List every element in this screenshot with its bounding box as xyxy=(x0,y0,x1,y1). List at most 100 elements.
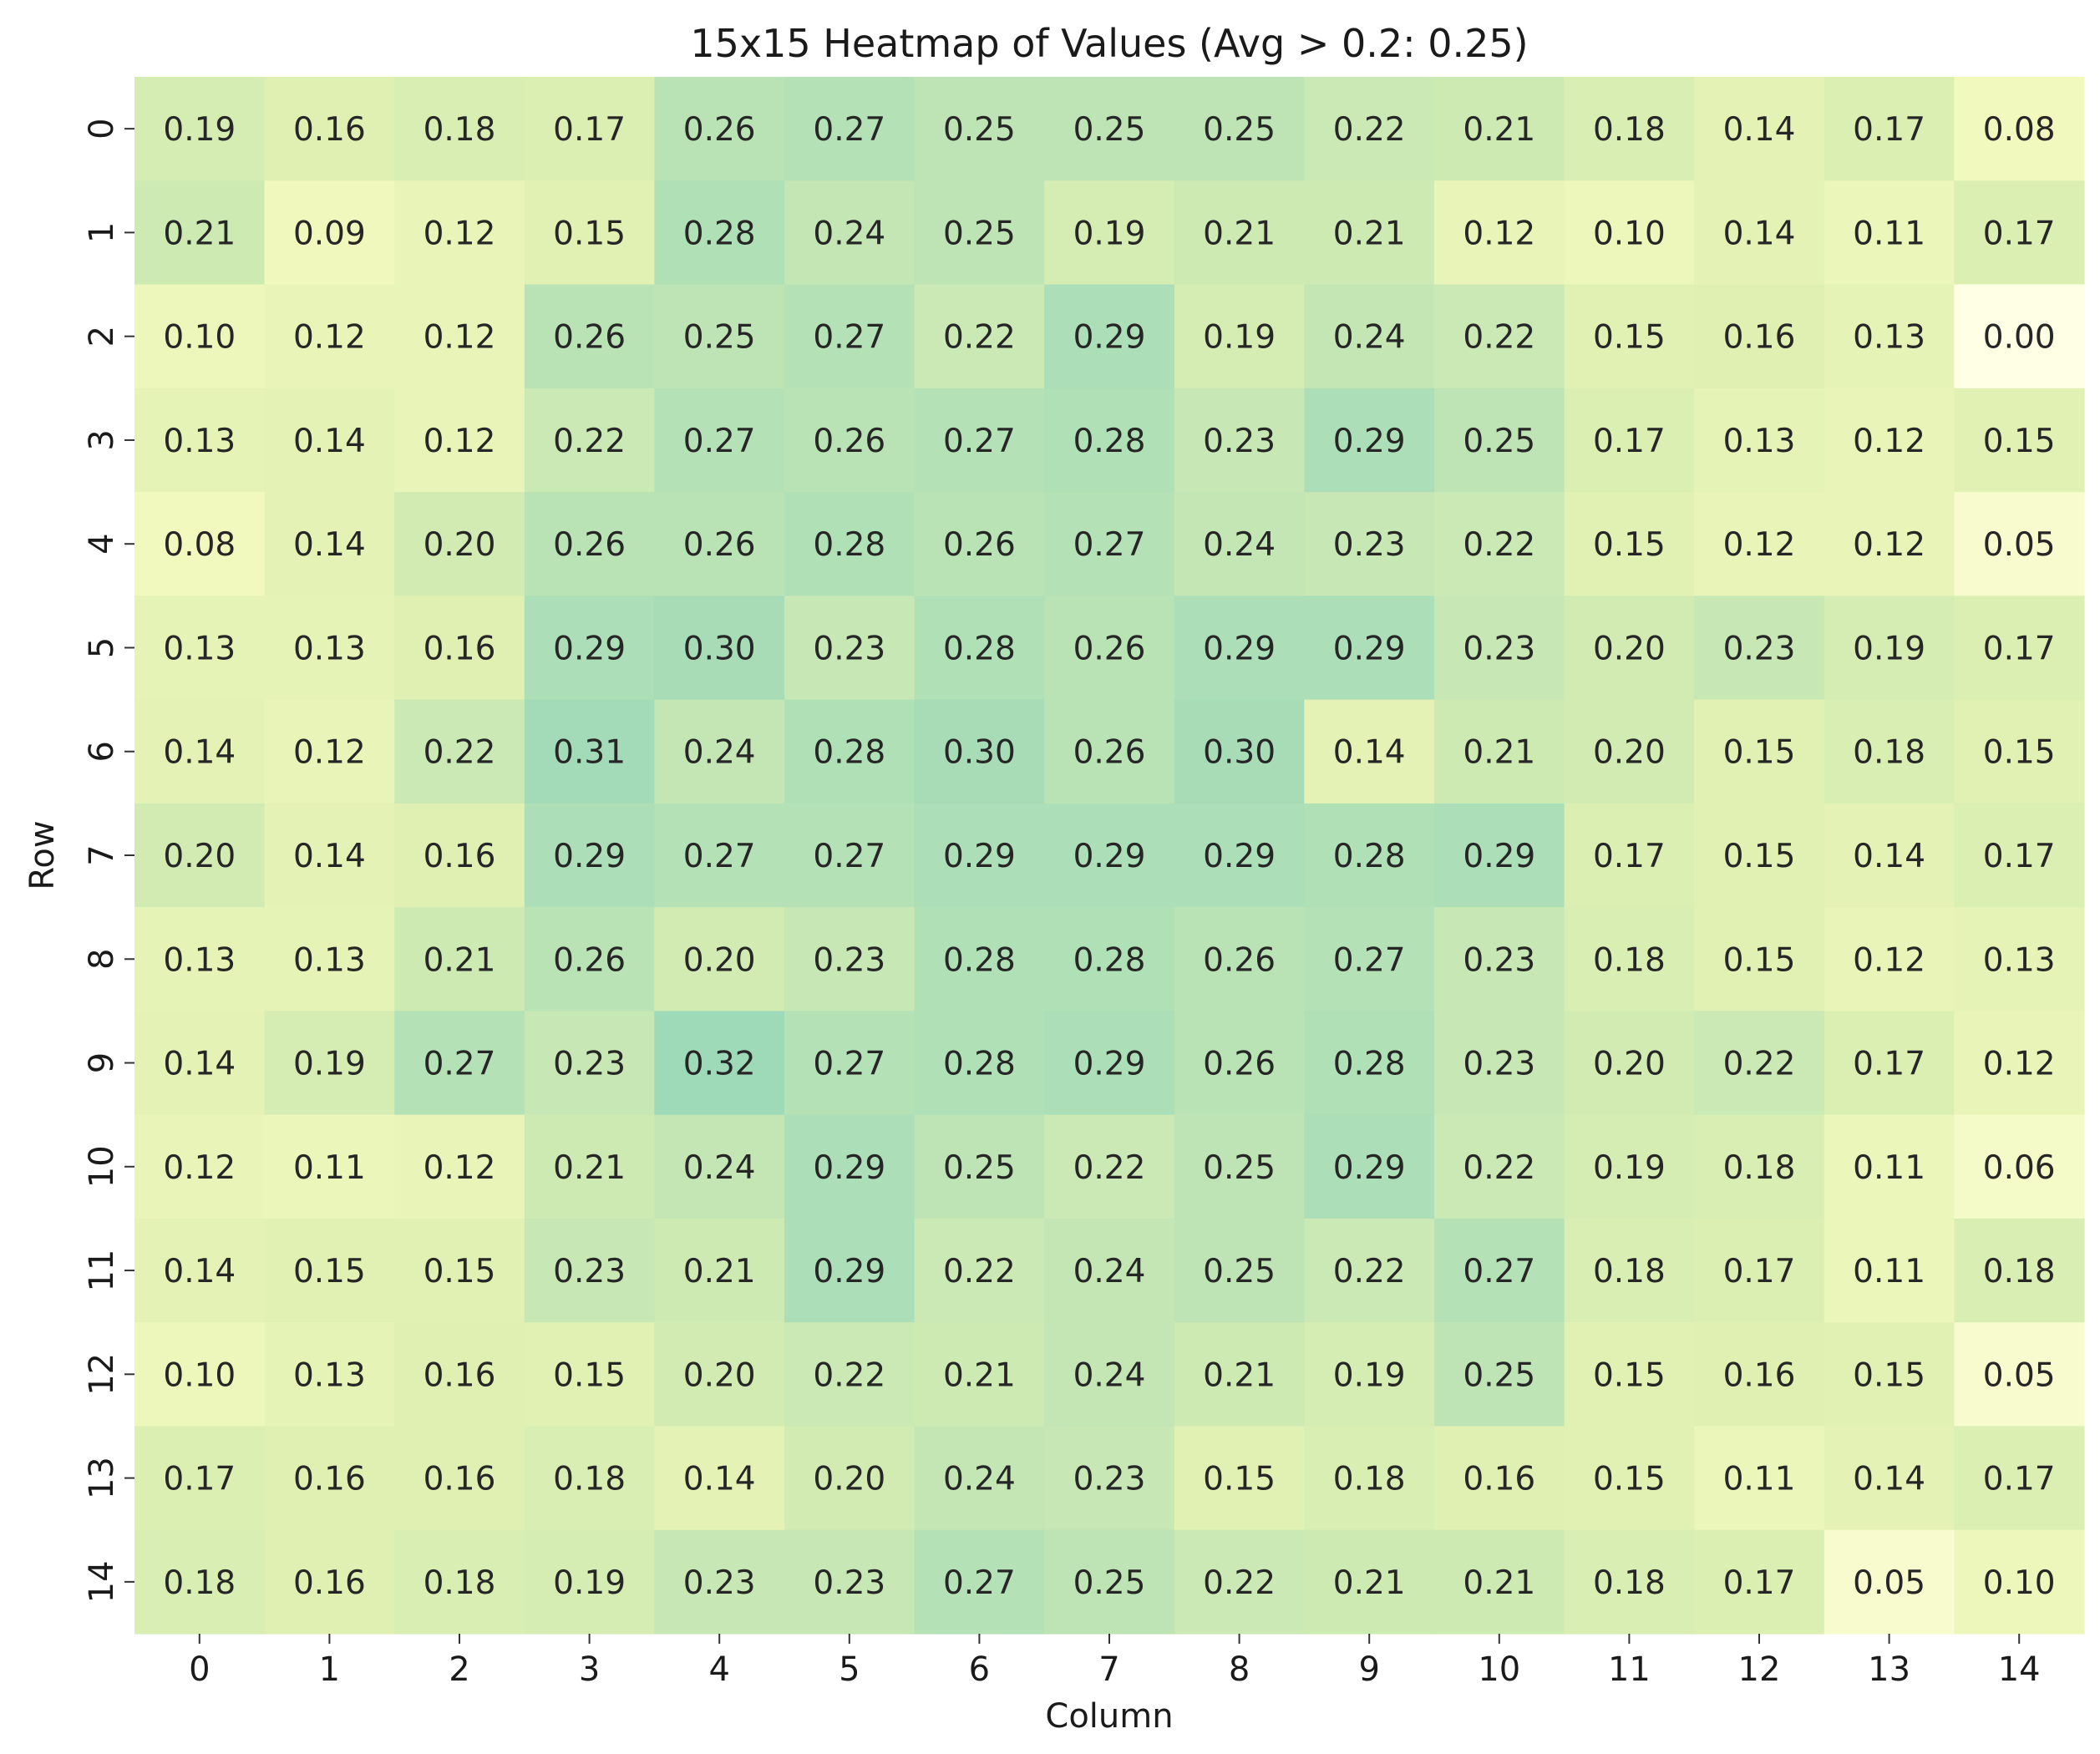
heatmap-cell-r3-c10: 0.25 xyxy=(1434,388,1565,493)
heatmap-cell-rect xyxy=(1174,1322,1305,1427)
heatmap-cell-rect xyxy=(264,1529,395,1635)
heatmap-cell-r9-c7: 0.29 xyxy=(1044,1011,1175,1116)
heatmap-cell-rect xyxy=(654,1114,785,1219)
heatmap-cell-value: 0.23 xyxy=(1203,423,1276,460)
heatmap-cell-r13-c11: 0.15 xyxy=(1564,1426,1695,1531)
heatmap-cell-value: 0.32 xyxy=(683,1046,756,1083)
x-tick-label: 9 xyxy=(1358,1650,1379,1689)
heatmap-cell-value: 0.12 xyxy=(424,423,496,460)
heatmap-cell-value: 0.16 xyxy=(424,1356,496,1394)
heatmap-cell-rect xyxy=(1564,1322,1695,1427)
heatmap-cell-value: 0.15 xyxy=(1983,734,2056,772)
heatmap-cell-value: 0.17 xyxy=(1983,1461,2056,1498)
heatmap-cell-value: 0.16 xyxy=(1723,1356,1796,1394)
heatmap-cell-rect xyxy=(524,492,655,596)
heatmap-cell-r2-c10: 0.22 xyxy=(1434,284,1565,389)
heatmap-cell-rect xyxy=(134,388,266,493)
heatmap-cell-value: 0.09 xyxy=(293,215,366,252)
heatmap-cell-value: 0.27 xyxy=(683,838,756,875)
heatmap-cell-value: 0.22 xyxy=(1073,1149,1146,1187)
heatmap-cell-rect xyxy=(1304,1114,1435,1219)
heatmap-cell-value: 0.28 xyxy=(943,941,1016,979)
heatmap-cell-value: 0.17 xyxy=(1853,1046,1925,1083)
heatmap-cell-rect xyxy=(1954,1322,2085,1427)
heatmap-cell-rect xyxy=(784,1114,916,1219)
heatmap-cell-value: 0.21 xyxy=(163,215,236,252)
heatmap-cell-r11-c8: 0.25 xyxy=(1174,1218,1305,1323)
heatmap-cell-value: 0.15 xyxy=(424,1253,496,1290)
heatmap-cell-rect xyxy=(654,284,785,389)
heatmap-cell-value: 0.19 xyxy=(293,1046,366,1083)
heatmap-cell-rect xyxy=(654,1322,785,1427)
heatmap-cell-rect xyxy=(654,180,785,286)
heatmap-cell-value: 0.16 xyxy=(424,838,496,875)
heatmap-cell-rect xyxy=(1434,388,1565,493)
heatmap-cell-value: 0.17 xyxy=(1723,1564,1796,1602)
heatmap-cell-rect xyxy=(1304,1322,1435,1427)
heatmap-cell-rect xyxy=(1434,907,1565,1011)
heatmap-cell-r4-c0: 0.08 xyxy=(134,492,266,596)
heatmap-cell-r13-c4: 0.14 xyxy=(654,1426,785,1531)
heatmap-cell-r9-c10: 0.23 xyxy=(1434,1011,1565,1116)
heatmap-cell-value: 0.28 xyxy=(943,630,1016,667)
heatmap-cell-rect xyxy=(1304,1426,1435,1531)
heatmap-cell-rect xyxy=(264,803,395,908)
heatmap-cell-r6-c7: 0.26 xyxy=(1044,699,1175,804)
heatmap-cell-rect xyxy=(914,1426,1045,1531)
heatmap-cell-r2-c3: 0.26 xyxy=(524,284,655,389)
heatmap-cell-r13-c6: 0.24 xyxy=(914,1426,1045,1531)
heatmap-cell-value: 0.12 xyxy=(1983,1046,2056,1083)
heatmap-cell-r8-c5: 0.23 xyxy=(784,907,916,1011)
heatmap-cell-r14-c13: 0.05 xyxy=(1824,1529,1955,1635)
heatmap-cell-value: 0.16 xyxy=(1723,319,1796,357)
heatmap-cell-r14-c4: 0.23 xyxy=(654,1529,785,1635)
heatmap-cell-r10-c10: 0.22 xyxy=(1434,1114,1565,1219)
heatmap-cell-value: 0.17 xyxy=(553,111,626,149)
heatmap-cell-r2-c7: 0.29 xyxy=(1044,284,1175,389)
heatmap-cell-r11-c4: 0.21 xyxy=(654,1218,785,1323)
heatmap-cell-value: 0.25 xyxy=(1203,1253,1276,1290)
heatmap-cell-rect xyxy=(784,907,916,1011)
heatmap-cell-r9-c4: 0.32 xyxy=(654,1011,785,1116)
heatmap-cell-value: 0.21 xyxy=(1463,111,1535,149)
heatmap-cell-value: 0.15 xyxy=(1723,734,1796,772)
heatmap-cell-r3-c9: 0.29 xyxy=(1304,388,1435,493)
heatmap-cell-value: 0.30 xyxy=(943,734,1016,772)
heatmap-cell-r1-c7: 0.19 xyxy=(1044,180,1175,286)
heatmap-cell-rect xyxy=(264,1011,395,1116)
heatmap-cell-value: 0.25 xyxy=(1203,1149,1276,1187)
heatmap-cell-value: 0.12 xyxy=(1853,526,1925,564)
heatmap-cell-rect xyxy=(1044,596,1175,701)
heatmap-cell-value: 0.27 xyxy=(813,1046,885,1083)
heatmap-cell-rect xyxy=(784,1322,916,1427)
heatmap-cell-rect xyxy=(1434,1322,1565,1427)
heatmap-cell-value: 0.10 xyxy=(1983,1564,2056,1602)
heatmap-cell-rect xyxy=(1304,699,1435,804)
heatmap-cell-value: 0.24 xyxy=(683,734,756,772)
heatmap-cell-r1-c8: 0.21 xyxy=(1174,180,1305,286)
heatmap-cell-rect xyxy=(654,1218,785,1323)
heatmap-cell-rect xyxy=(394,1114,525,1219)
heatmap-cell-rect xyxy=(1564,77,1695,181)
heatmap-cell-value: 0.12 xyxy=(1723,526,1796,564)
y-tick-label: 11 xyxy=(83,1250,121,1292)
heatmap-cell-value: 0.30 xyxy=(683,630,756,667)
heatmap-cell-rect xyxy=(1694,907,1825,1011)
heatmap-cell-rect xyxy=(1304,492,1435,596)
heatmap-cell-r2-c6: 0.22 xyxy=(914,284,1045,389)
heatmap-cell-rect xyxy=(784,388,916,493)
heatmap-cell-r10-c7: 0.22 xyxy=(1044,1114,1175,1219)
heatmap-cell-rect xyxy=(784,596,916,701)
heatmap-cell-rect xyxy=(134,1011,266,1116)
heatmap-cell-value: 0.15 xyxy=(1723,941,1796,979)
heatmap-cell-rect xyxy=(524,803,655,908)
heatmap-cell-r9-c14: 0.12 xyxy=(1954,1011,2085,1116)
heatmap-cell-r4-c5: 0.28 xyxy=(784,492,916,596)
heatmap-cell-value: 0.22 xyxy=(553,423,626,460)
heatmap-cell-value: 0.29 xyxy=(813,1253,885,1290)
heatmap-cell-value: 0.14 xyxy=(1723,111,1796,149)
heatmap-cell-value: 0.25 xyxy=(1073,111,1146,149)
heatmap-cell-rect xyxy=(134,699,266,804)
heatmap-cell-value: 0.29 xyxy=(1203,630,1276,667)
